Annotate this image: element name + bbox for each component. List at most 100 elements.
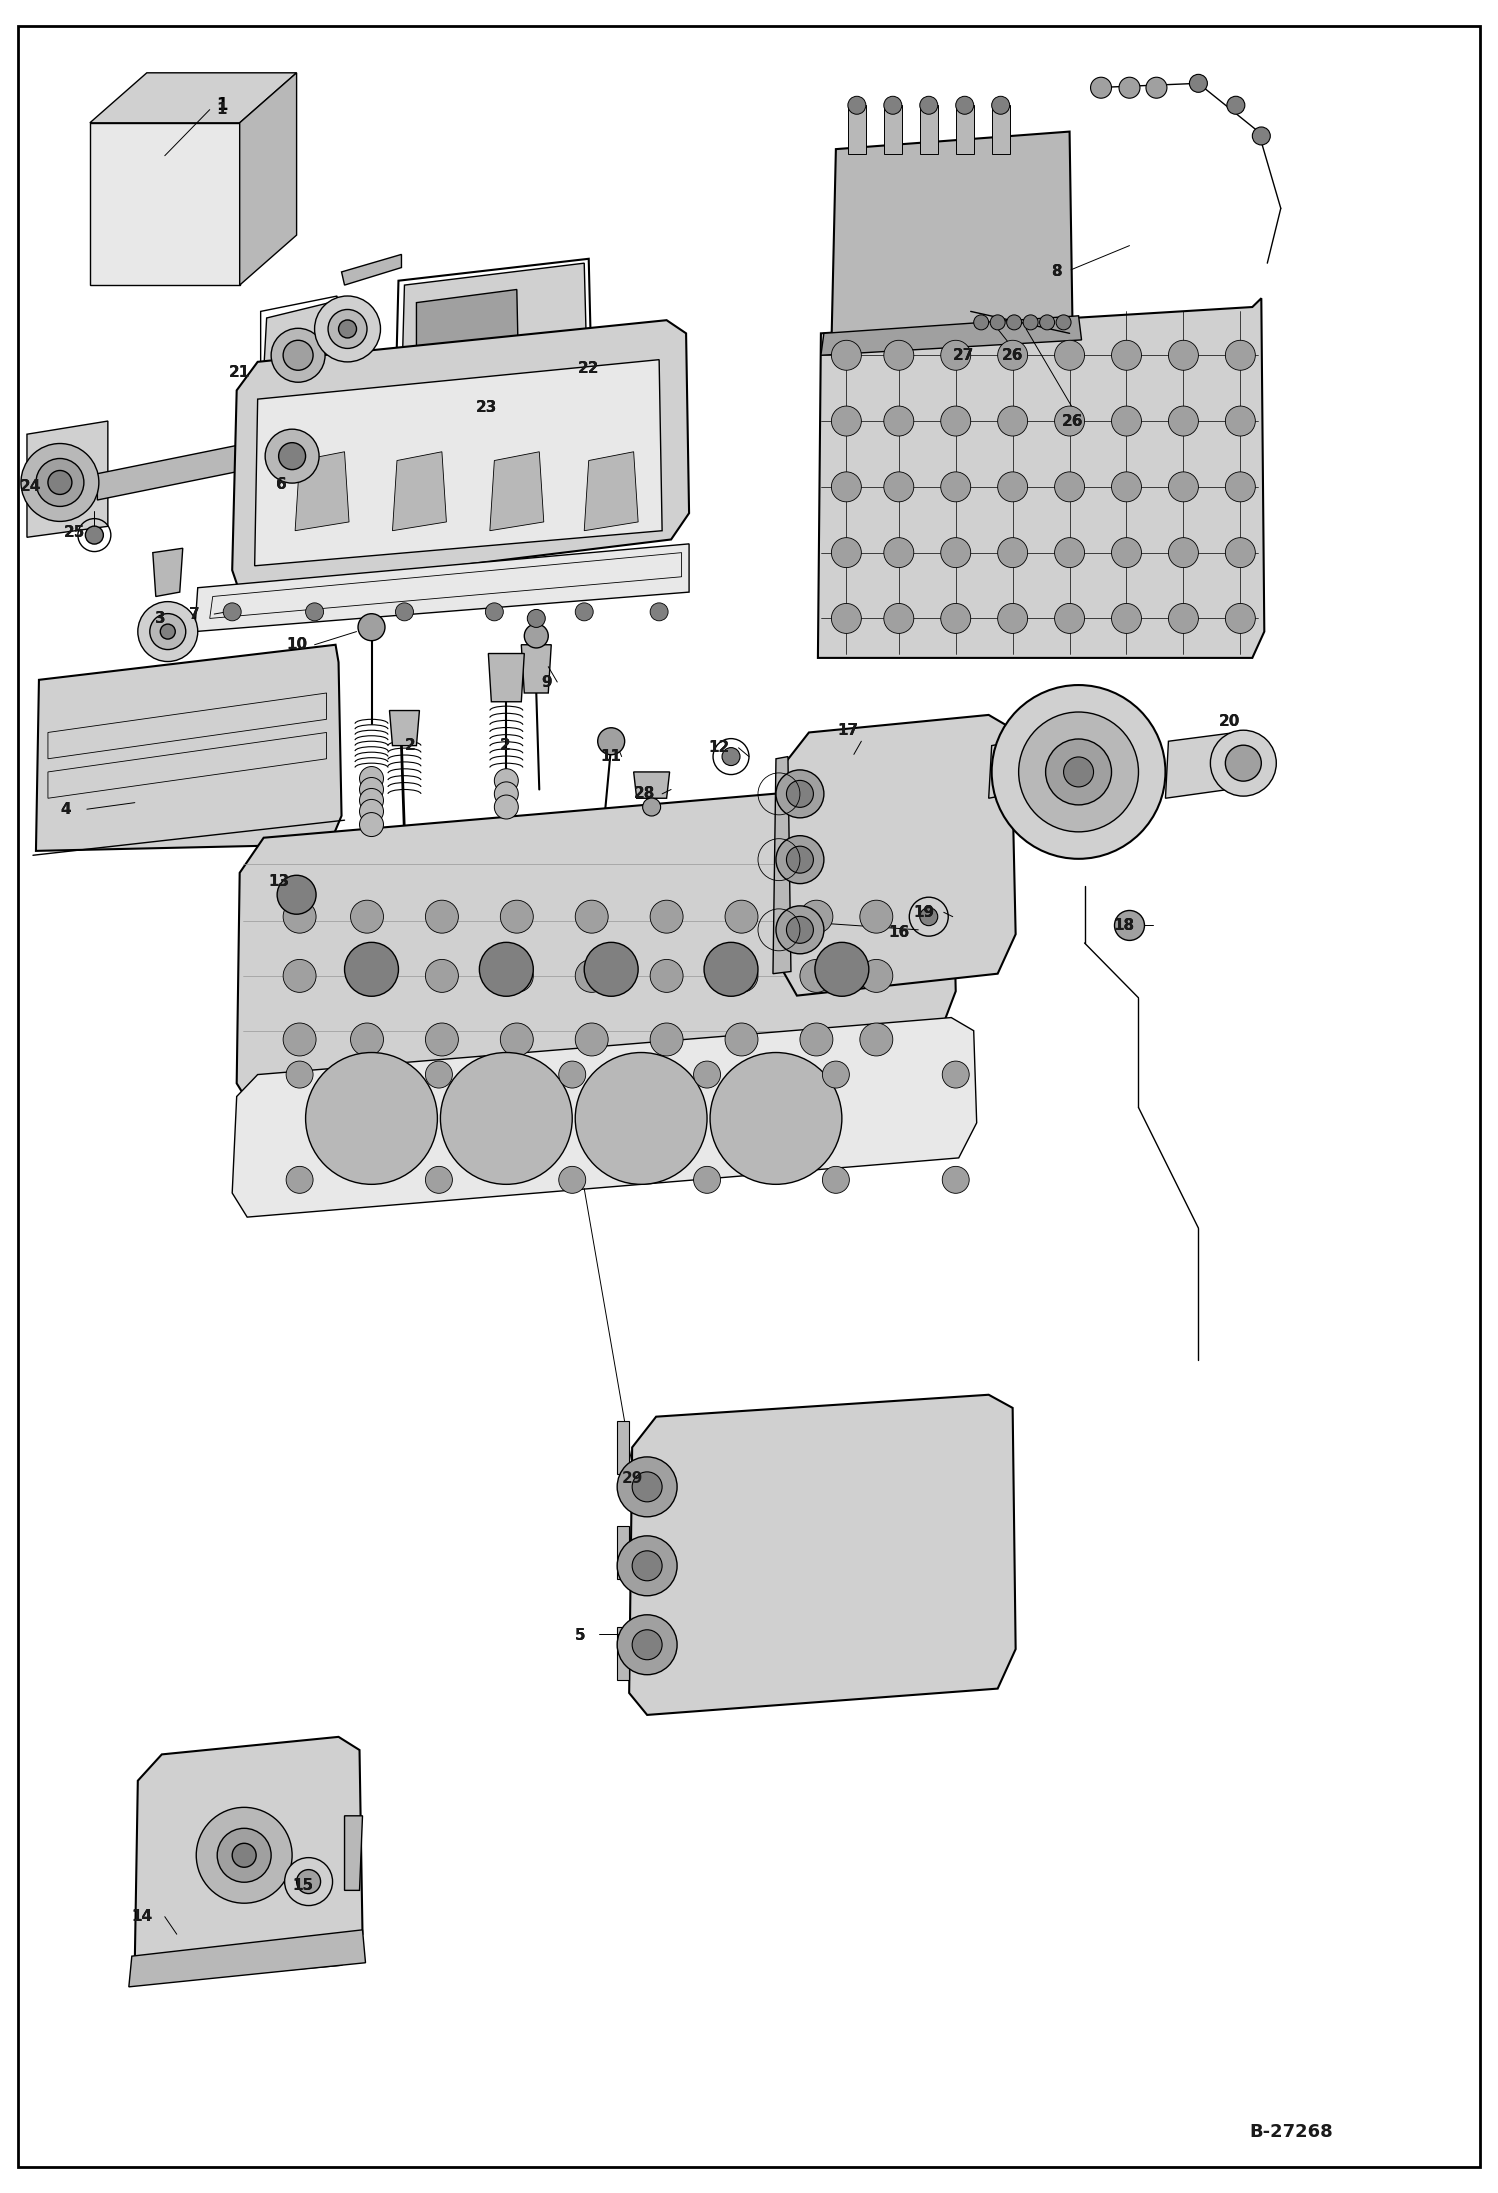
Text: 29: 29 xyxy=(622,1472,643,1485)
Circle shape xyxy=(358,614,385,640)
Circle shape xyxy=(786,917,813,943)
Text: 19: 19 xyxy=(914,906,935,919)
Text: 19: 19 xyxy=(914,906,935,919)
Circle shape xyxy=(822,1167,849,1193)
Circle shape xyxy=(920,96,938,114)
Polygon shape xyxy=(129,1930,366,1987)
Circle shape xyxy=(500,958,533,993)
Circle shape xyxy=(345,943,398,996)
Text: 20: 20 xyxy=(1219,715,1240,728)
Circle shape xyxy=(831,340,861,371)
Circle shape xyxy=(285,1857,333,1906)
Polygon shape xyxy=(821,316,1082,355)
Circle shape xyxy=(800,958,833,993)
Circle shape xyxy=(942,1167,969,1193)
Circle shape xyxy=(1225,746,1261,781)
Circle shape xyxy=(848,96,866,114)
Circle shape xyxy=(1064,757,1094,787)
Circle shape xyxy=(1225,471,1255,502)
Polygon shape xyxy=(345,1816,363,1890)
Polygon shape xyxy=(135,1737,363,1982)
Polygon shape xyxy=(584,452,638,531)
Circle shape xyxy=(710,1053,842,1184)
Circle shape xyxy=(974,316,989,329)
Text: 17: 17 xyxy=(837,724,858,737)
Polygon shape xyxy=(634,772,670,798)
Text: 7: 7 xyxy=(189,607,201,621)
Text: 10: 10 xyxy=(286,638,307,651)
Circle shape xyxy=(351,899,383,934)
Text: 1: 1 xyxy=(216,96,228,114)
Circle shape xyxy=(786,846,813,873)
Circle shape xyxy=(1168,406,1198,436)
Text: 14: 14 xyxy=(132,1910,153,1923)
Circle shape xyxy=(831,406,861,436)
Circle shape xyxy=(306,603,324,621)
Circle shape xyxy=(575,958,608,993)
Circle shape xyxy=(998,406,1028,436)
Circle shape xyxy=(1146,77,1167,99)
Text: 22: 22 xyxy=(578,362,599,375)
Polygon shape xyxy=(617,1526,629,1579)
Text: 20: 20 xyxy=(1219,715,1240,728)
Circle shape xyxy=(500,1022,533,1057)
Circle shape xyxy=(722,748,740,765)
Circle shape xyxy=(643,798,661,816)
Circle shape xyxy=(884,603,914,634)
Circle shape xyxy=(1091,77,1112,99)
Text: 4: 4 xyxy=(60,803,72,816)
Circle shape xyxy=(1112,340,1141,371)
Circle shape xyxy=(1055,406,1085,436)
Circle shape xyxy=(584,943,638,996)
Circle shape xyxy=(941,471,971,502)
Circle shape xyxy=(1225,537,1255,568)
Text: 23: 23 xyxy=(476,401,497,414)
Circle shape xyxy=(941,340,971,371)
Circle shape xyxy=(1055,537,1085,568)
Text: 6: 6 xyxy=(276,478,288,491)
Text: 17: 17 xyxy=(837,724,858,737)
Circle shape xyxy=(694,1167,721,1193)
Text: 2: 2 xyxy=(499,739,511,752)
Text: 10: 10 xyxy=(286,638,307,651)
Text: 11: 11 xyxy=(601,750,622,763)
Circle shape xyxy=(1055,471,1085,502)
Circle shape xyxy=(48,471,72,493)
Text: 14: 14 xyxy=(132,1910,153,1923)
Text: 26: 26 xyxy=(1062,414,1083,428)
Polygon shape xyxy=(617,1421,629,1474)
Circle shape xyxy=(617,1614,677,1675)
Text: 13: 13 xyxy=(268,875,289,888)
Circle shape xyxy=(494,796,518,818)
Circle shape xyxy=(1112,471,1141,502)
Circle shape xyxy=(725,1022,758,1057)
Circle shape xyxy=(650,603,668,621)
Circle shape xyxy=(279,443,306,469)
Circle shape xyxy=(559,1167,586,1193)
Text: 28: 28 xyxy=(634,787,655,800)
Polygon shape xyxy=(195,544,689,632)
Polygon shape xyxy=(1165,732,1236,798)
Text: B-27268: B-27268 xyxy=(1249,2123,1333,2140)
Text: 23: 23 xyxy=(476,401,497,414)
Circle shape xyxy=(617,1456,677,1518)
Text: 15: 15 xyxy=(292,1879,313,1893)
Polygon shape xyxy=(416,289,518,368)
Text: 18: 18 xyxy=(1113,919,1134,932)
Circle shape xyxy=(232,1844,256,1866)
Text: 16: 16 xyxy=(888,925,909,939)
Circle shape xyxy=(776,770,824,818)
Circle shape xyxy=(575,899,608,934)
Circle shape xyxy=(650,1022,683,1057)
Circle shape xyxy=(1112,537,1141,568)
Circle shape xyxy=(500,899,533,934)
Polygon shape xyxy=(521,645,551,693)
Circle shape xyxy=(822,1061,849,1088)
Text: 21: 21 xyxy=(229,366,250,379)
Circle shape xyxy=(860,899,893,934)
Text: 9: 9 xyxy=(541,675,553,689)
Circle shape xyxy=(998,603,1028,634)
Circle shape xyxy=(494,770,518,792)
Circle shape xyxy=(360,814,383,836)
Polygon shape xyxy=(27,421,108,537)
